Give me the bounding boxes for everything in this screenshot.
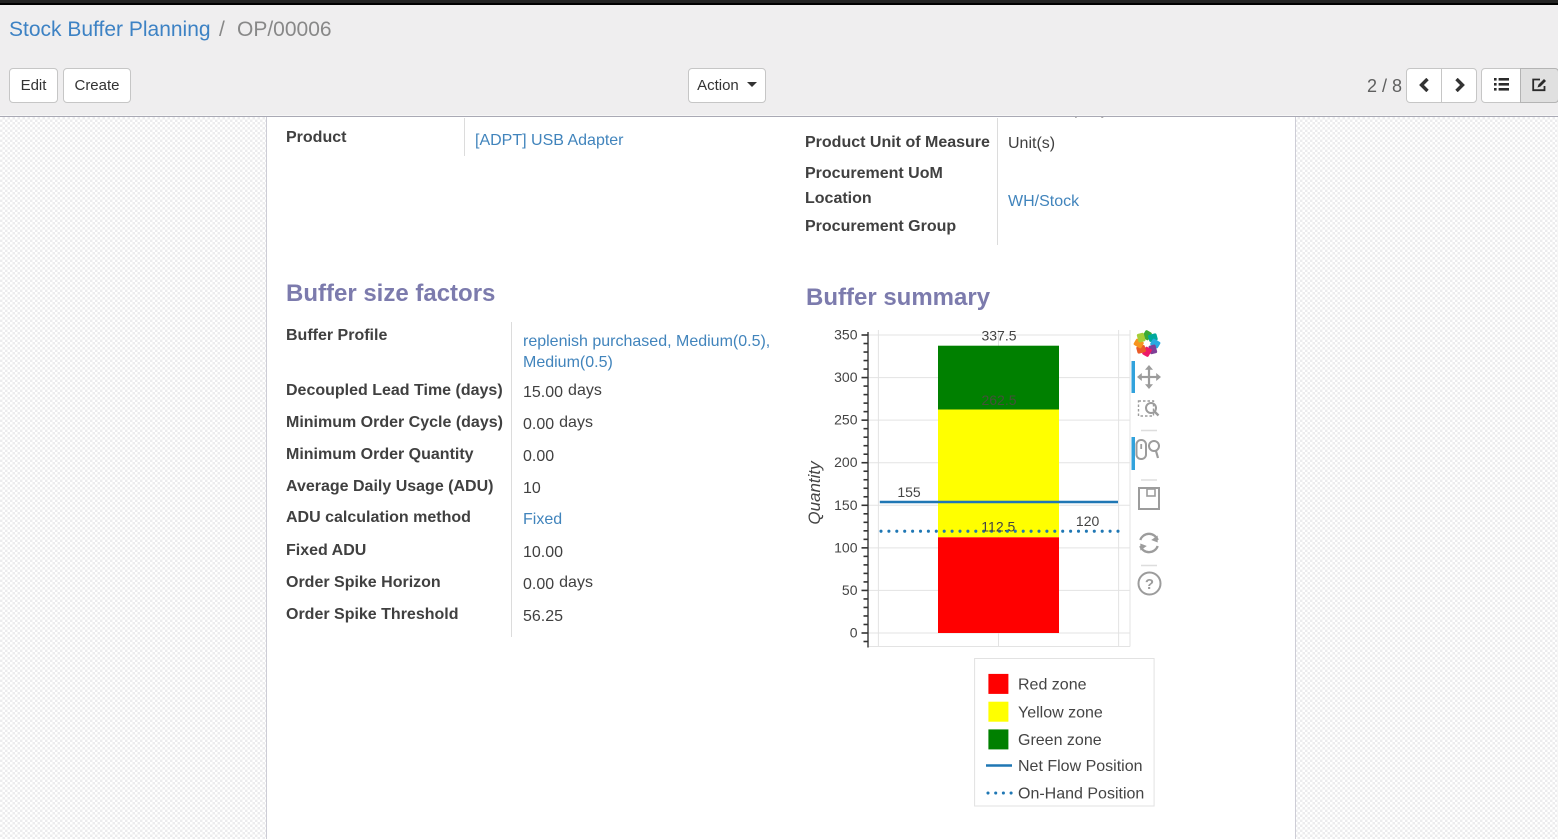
svg-text:150: 150 (834, 497, 858, 513)
svg-text:On-Hand Position: On-Hand Position (1018, 786, 1144, 803)
svg-text:Net Flow Position: Net Flow Position (1018, 758, 1143, 775)
svg-text:337.5: 337.5 (981, 328, 1016, 344)
svg-text:Yellow zone: Yellow zone (1018, 705, 1103, 722)
svg-text:Green zone: Green zone (1018, 732, 1102, 749)
svg-text:200: 200 (834, 454, 858, 470)
svg-text:?: ? (1145, 576, 1154, 593)
svg-text:300: 300 (834, 369, 858, 385)
svg-text:112.5: 112.5 (981, 519, 1015, 535)
svg-text:350: 350 (834, 327, 858, 343)
svg-text:155: 155 (897, 484, 921, 500)
svg-text:250: 250 (834, 412, 858, 428)
svg-text:100: 100 (834, 539, 858, 555)
svg-text:0: 0 (850, 625, 858, 641)
svg-text:262.5: 262.5 (981, 392, 1016, 408)
svg-text:120: 120 (1076, 513, 1100, 529)
svg-text:Quantity: Quantity (805, 460, 824, 525)
svg-text:Red zone: Red zone (1018, 677, 1087, 694)
svg-text:50: 50 (842, 582, 858, 598)
